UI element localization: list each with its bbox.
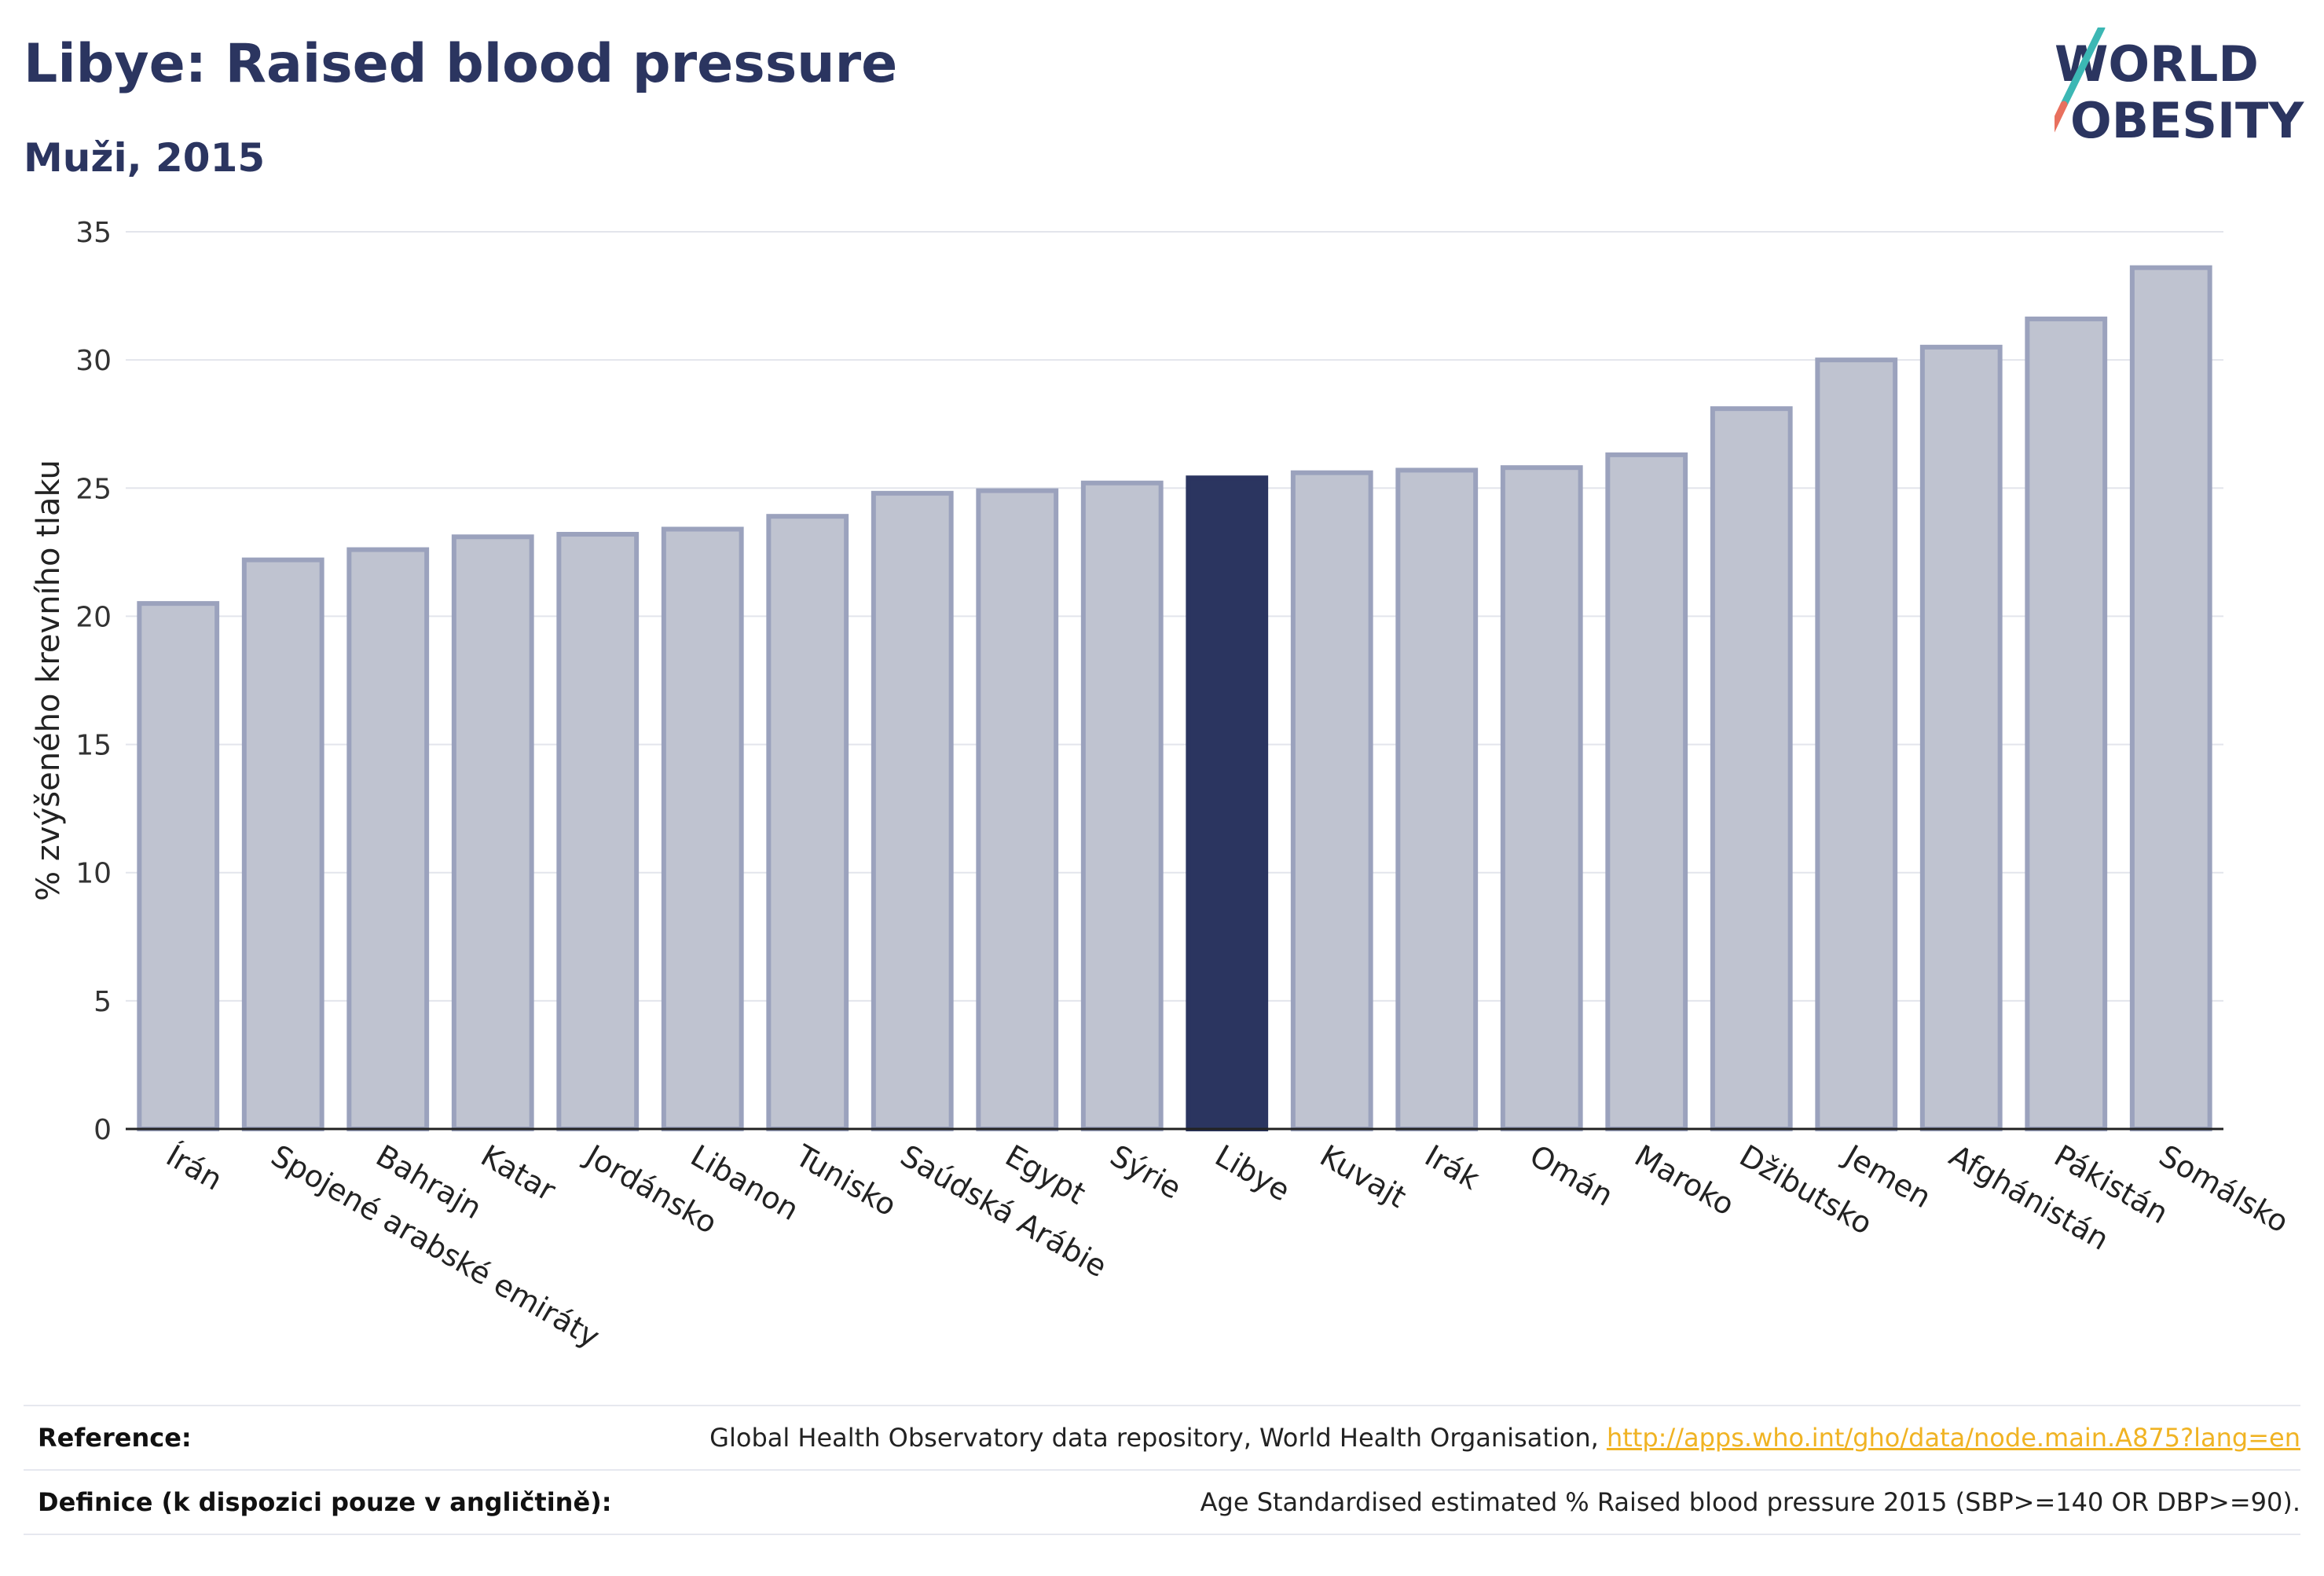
bar-saúdská-arábie — [871, 490, 954, 1131]
y-tick-label: 20 — [75, 601, 112, 633]
bar-jordánsko — [556, 532, 640, 1131]
world-obesity-logo: WORLD OBESITY — [2055, 27, 2304, 149]
x-tick-label: Somálsko — [2154, 1138, 2295, 1240]
chart-title: Libye: Raised blood pressure — [24, 33, 898, 95]
x-tick-label: Tunisko — [789, 1138, 902, 1223]
logo-line1: WORLD — [2055, 35, 2259, 93]
bar-írán — [137, 601, 220, 1131]
x-tick-label: Libye — [1209, 1138, 1296, 1208]
bar-omán — [1500, 465, 1583, 1131]
definition-row: Definice (k dispozici pouze v angličtině… — [24, 1469, 2300, 1535]
reference-row: Reference: Global Health Observatory dat… — [24, 1405, 2300, 1469]
bar-maroko — [1605, 452, 1688, 1131]
x-tick-label: Omán — [1524, 1138, 1619, 1213]
y-tick-label: 30 — [75, 345, 112, 377]
logo-slash-teal — [2060, 27, 2106, 108]
x-tick-label: Katar — [475, 1138, 562, 1208]
x-tick-label: Maroko — [1629, 1138, 1740, 1222]
y-tick-label: 25 — [75, 473, 112, 505]
y-axis-ticks: 0 5 10 15 20 25 30 35 — [75, 217, 112, 1146]
bar-katar — [451, 534, 534, 1131]
bar-afghánistán — [1919, 344, 2003, 1132]
reference-link[interactable]: http://apps.who.int/gho/data/node.main.A… — [1606, 1423, 2300, 1453]
logo-line2: OBESITY — [2070, 92, 2304, 149]
bar-egypt — [976, 488, 1059, 1131]
reference-text: Global Health Observatory data repositor… — [709, 1423, 1607, 1453]
x-tick-label: Kuvajt — [1314, 1138, 1412, 1215]
footer: Reference: Global Health Observatory dat… — [24, 1405, 2300, 1535]
bar-chart: 0 5 10 15 20 25 30 35 Írán Spojené arabské emirá… — [31, 217, 2294, 1354]
y-tick-label: 0 — [93, 1114, 112, 1146]
definition-label: Definice (k dispozici pouze v angličtině… — [38, 1487, 612, 1517]
bar-irák — [1395, 467, 1479, 1131]
x-tick-label: Írán — [160, 1138, 228, 1197]
x-tick-label: Irák — [1419, 1138, 1485, 1197]
y-axis-title: % zvýšeného krevního tlaku — [31, 460, 67, 901]
x-tick-label: Sýrie — [1105, 1138, 1187, 1206]
y-tick-label: 35 — [75, 217, 112, 249]
bar-jemen — [1815, 357, 1898, 1131]
reference-label: Reference: — [38, 1423, 192, 1453]
bar-libanon — [661, 526, 744, 1131]
bars — [137, 265, 2212, 1132]
bar-libye — [1186, 475, 1269, 1131]
bar-kuvajt — [1290, 470, 1373, 1131]
logo-slash-coral — [2055, 101, 2068, 133]
bar-tunisko — [766, 514, 849, 1131]
chart-subtitle: Muži, 2015 — [24, 135, 266, 181]
y-tick-label: 5 — [93, 986, 112, 1018]
definition-value: Age Standardised estimated % Raised bloo… — [1200, 1487, 2300, 1517]
y-tick-label: 15 — [75, 730, 112, 762]
bar-džibutsko — [1710, 406, 1793, 1131]
bar-bahrajn — [346, 547, 430, 1131]
bar-somálsko — [2129, 265, 2212, 1131]
y-tick-label: 10 — [75, 858, 112, 890]
bar-pákistán — [2025, 316, 2108, 1131]
reference-value: Global Health Observatory data repositor… — [709, 1423, 2300, 1453]
bar-sýrie — [1080, 480, 1164, 1131]
grid-lines — [126, 231, 2223, 1002]
bar-spojené-arabské-emiráty — [241, 557, 324, 1131]
